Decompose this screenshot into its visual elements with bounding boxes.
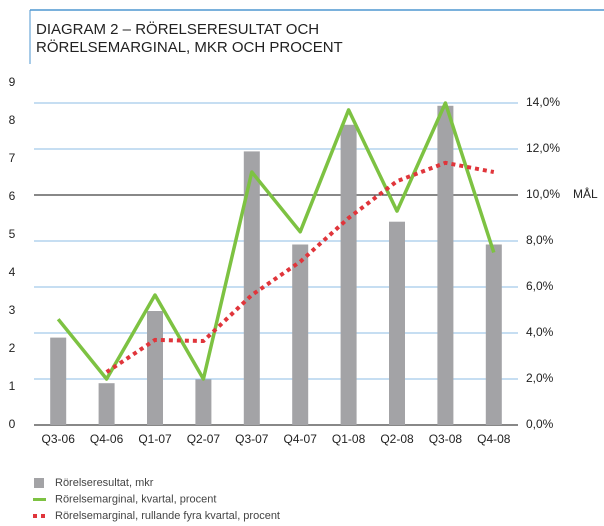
x-tick-label: Q2-08 [380,432,414,446]
legend-label: Rörelseresultat, mkr [55,477,154,489]
y2-tick-label: 2,0% [526,371,554,385]
y-tick-label: 4 [9,265,16,279]
y-tick-label: 7 [9,151,16,165]
x-tick-label: Q3-08 [429,432,463,446]
legend-label: Rörelsemarginal, kvartal, procent [55,493,216,505]
bar [195,379,212,425]
bar [50,337,67,425]
bar [340,124,357,426]
line [56,101,496,381]
y2-tick-label: 6,0% [526,279,554,293]
legend-label: Rörelsemarginal, rullande fyra kvartal, … [55,510,280,522]
y-tick-label: 6 [9,189,16,203]
y2-tick-label: 4,0% [526,325,554,339]
y-tick-label: 1 [9,379,16,393]
y2-tick-label: 12,0% [526,141,560,155]
x-tick-label: Q4-08 [477,432,511,446]
chart-title: RÖRELSEMARGINAL, MKR OCH PROCENT [36,38,343,56]
x-tick-label: Q3-07 [235,432,269,446]
y2-tick-label: 14,0% [526,95,560,109]
y-tick-label: 9 [9,75,16,89]
x-tick-label: Q4-06 [90,432,124,446]
y-tick-label: 5 [9,227,16,241]
target-label: MÅL [573,186,598,201]
bar [98,383,115,425]
bar [485,244,502,425]
bar [437,105,454,426]
bar [292,244,309,425]
y2-tick-label: 10,0% [526,187,560,201]
legend-swatch [34,478,44,488]
x-tick-label: Q3-06 [42,432,76,446]
y-tick-label: 2 [9,341,16,355]
y2-tick-label: 0,0% [526,417,554,431]
bar [389,221,405,425]
y2-tick-label: 8,0% [526,233,554,247]
x-tick-label: Q4-07 [284,432,318,446]
rolling-line [105,160,495,374]
x-tick-label: Q1-07 [138,432,172,446]
bar [243,151,260,425]
x-tick-label: Q1-08 [332,432,366,446]
y-tick-label: 3 [9,303,16,317]
x-tick-label: Q2-07 [187,432,221,446]
chart-title: DIAGRAM 2 – RÖRELSERESULTAT OCH [36,20,319,38]
y-tick-label: 8 [9,113,16,127]
bar [147,311,163,425]
y-tick-label: 0 [9,417,16,431]
